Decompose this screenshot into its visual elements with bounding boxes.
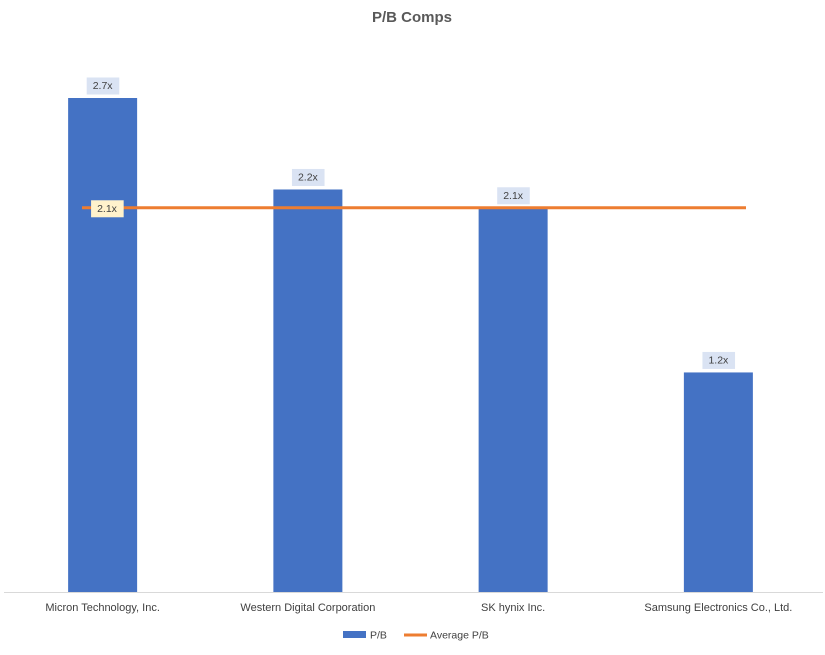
bar-data-label-3: 2.1x [503,190,524,202]
x-tick-label-2: Western Digital Corporation [240,602,375,614]
bar-data-label-3-bg [497,187,530,205]
legend: P/B Average P/B [343,630,489,642]
labels-layer: 2.7x 2.2x 2.1x 1.2x 2.1x [86,77,736,369]
bar-3 [478,207,548,592]
average-data-label-group: 2.1x [91,200,124,218]
bars-layer [68,98,753,592]
x-tick-label-1: Micron Technology, Inc. [45,602,160,614]
bar-data-label-4-bg [702,351,736,369]
average-data-label: 2.1x [97,203,118,215]
bar-1 [68,98,138,592]
x-tick-label-3: SK hynix Inc. [481,602,545,614]
bar-data-label-1: 2.7x [93,80,114,92]
legend-label-average: Average P/B [430,630,489,642]
chart-title: P/B Comps [372,9,452,26]
bar-4 [683,372,753,592]
average-data-label-bg [91,200,124,218]
bar-data-label-2-bg [291,168,325,186]
bar-data-label-2-group: 2.2x [291,168,325,186]
bar-data-label-2: 2.2x [298,171,319,183]
bar-data-label-3-group: 2.1x [497,187,530,205]
legend-swatch-pb [343,631,366,638]
bar-data-label-4-group: 1.2x [702,351,736,369]
bar-data-label-1-bg [86,77,120,95]
bar-2 [273,189,343,592]
bar-data-label-4: 1.2x [708,354,729,366]
x-tick-label-4: Samsung Electronics Co., Ltd. [644,602,792,614]
bar-data-label-1-group: 2.7x [86,77,120,95]
axis-layer: Micron Technology, Inc. Western Digital C… [4,592,823,614]
legend-label-pb: P/B [370,630,387,642]
